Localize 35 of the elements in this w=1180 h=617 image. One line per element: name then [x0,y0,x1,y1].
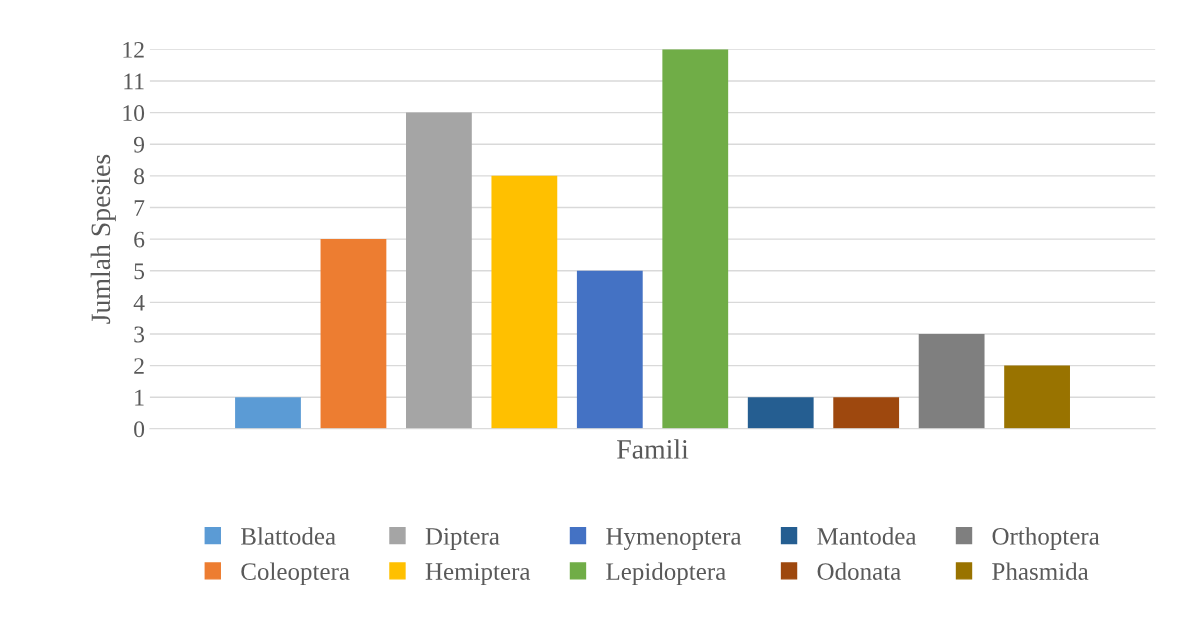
bar [1004,365,1070,429]
y-tick-label: 9 [133,136,145,153]
legend-label: Coleoptera [241,562,350,586]
y-tick-label: 12 [123,41,144,58]
legend-label: Lepidoptera [606,562,726,586]
y-axis-title: Jumlah Spesies [90,154,116,324]
y-tick-label: 0 [134,421,145,438]
y-tick-label: 11 [124,73,144,90]
bar [833,397,900,429]
legend-label: Odonata [817,562,901,580]
bar [918,333,985,429]
y-tick-label: 3 [134,326,145,343]
legend-label: Diptera [425,528,500,550]
bar [576,270,643,429]
y-tick-label: 8 [134,168,145,185]
y-tick-label: 1 [135,389,144,406]
y-tick-label: 6 [134,231,145,248]
y-tick-label: 4 [133,294,145,311]
y-tick-label: 7 [134,200,145,216]
bar [662,49,729,429]
bar [406,112,472,429]
bar [747,397,814,429]
x-axis-title: Famili [617,439,689,459]
legend-label: Hemiptera [425,563,531,586]
y-tick-label: 10 [123,105,145,122]
legend-label: Mantodea [817,527,917,545]
legend-label: Orthoptera [992,527,1100,550]
legend-label: Hymenoptera [606,528,742,550]
y-tick-label: 5 [134,263,145,280]
bar [235,397,301,429]
legend-label: Phasmida [992,562,1089,580]
legend-label: Blattodea [241,527,336,545]
bar [491,175,558,429]
y-tick-label: 2 [134,358,144,374]
bar [320,239,387,429]
